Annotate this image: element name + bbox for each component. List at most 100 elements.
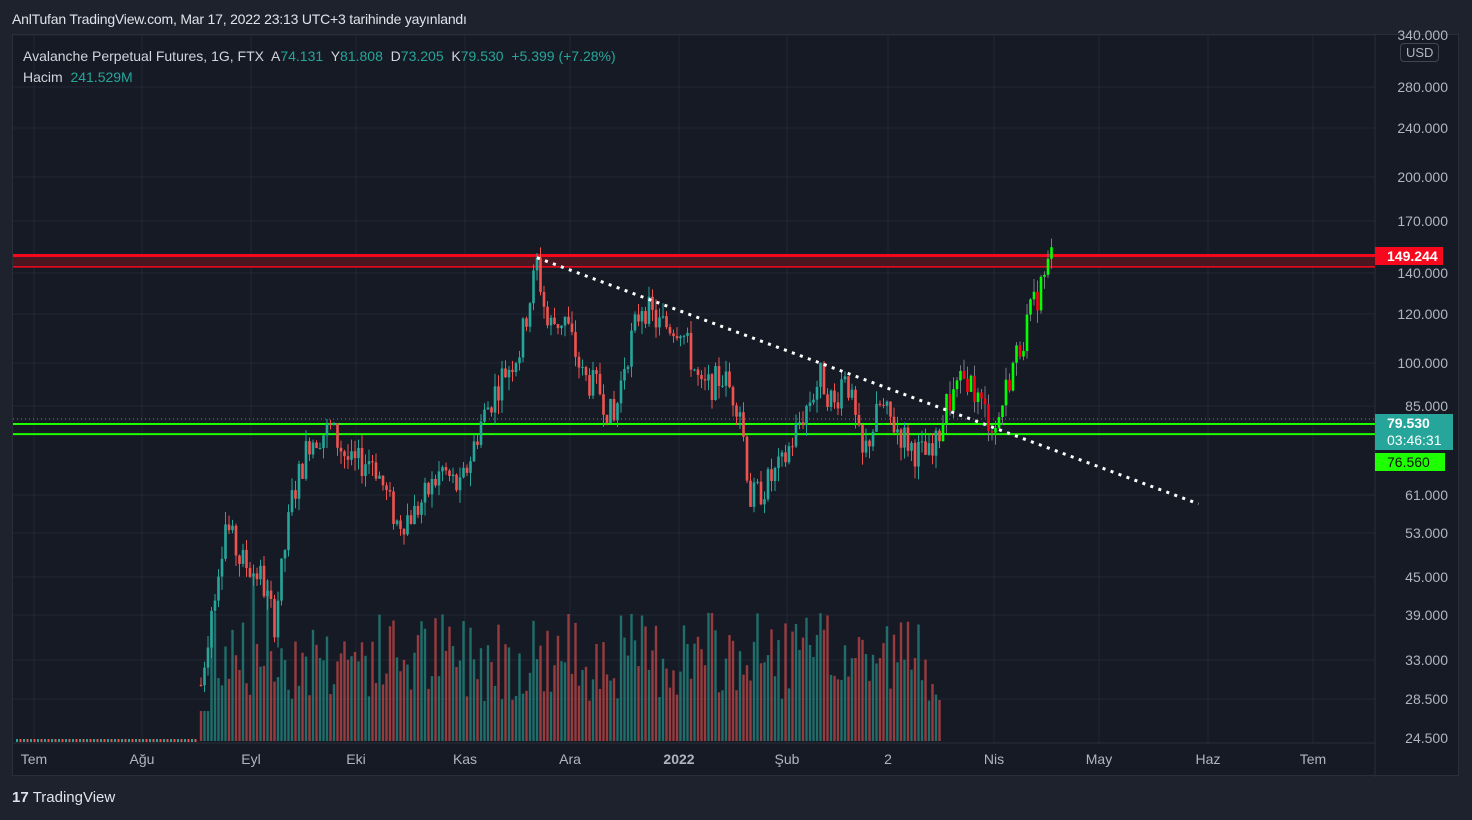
candle-body (738, 412, 742, 417)
volume-bar (896, 662, 899, 741)
candle-body (553, 317, 556, 324)
candle-body (343, 451, 346, 457)
candle-body (878, 403, 882, 405)
volume-bar (68, 739, 71, 742)
last-price-tag: 79.530 03:46:31 (1375, 414, 1453, 450)
candle-body (1046, 258, 1050, 275)
candle-body (630, 330, 633, 367)
candle-body (469, 461, 472, 473)
candle-body (213, 600, 217, 611)
volume-bar (791, 631, 794, 741)
candle-body (1001, 405, 1004, 418)
volume-bar (738, 651, 742, 741)
candle-body (798, 422, 801, 424)
volume-bar (766, 655, 770, 741)
volume-bar (623, 637, 626, 741)
volume-bar (266, 580, 269, 741)
volume-bar (72, 739, 74, 742)
candle-body (822, 362, 826, 395)
candle-body (385, 485, 388, 490)
volume-bar (682, 625, 686, 741)
candle-body (231, 525, 234, 531)
candle-body (595, 370, 598, 374)
candle-body (591, 370, 595, 396)
volume-bar (938, 699, 941, 741)
candle-body (602, 394, 605, 415)
volume-bar (910, 669, 913, 741)
tradingview-logo[interactable]: 17 TradingView (12, 789, 115, 806)
volume-bar (297, 685, 301, 741)
candle-body (861, 425, 864, 453)
candle-body (409, 515, 413, 525)
volume-bar (819, 613, 822, 741)
candle-body (287, 512, 290, 551)
high-label: Y (330, 48, 341, 64)
volume-bar (392, 620, 395, 741)
candle-body (717, 366, 721, 386)
time-label: Haz (1195, 751, 1221, 767)
volume-bar (75, 739, 78, 742)
volume-bar (357, 661, 360, 741)
candle-body (423, 482, 427, 503)
volume-bar (840, 679, 843, 741)
volume-bar (773, 676, 777, 741)
price-tick: 200.000 (1397, 169, 1448, 185)
price-tick: 85.000 (1405, 398, 1448, 414)
volume-bar (584, 666, 588, 741)
candle-body (749, 480, 752, 507)
chart-pane[interactable]: Avalanche Perpetual Futures, 1G, FTX A74… (12, 27, 1460, 777)
candle-body (780, 452, 784, 457)
volume-bar (89, 739, 92, 742)
volume-bar (353, 651, 357, 741)
currency-button[interactable]: USD (1400, 43, 1440, 62)
volume-bar (276, 676, 280, 741)
candle-body (770, 469, 773, 482)
candle-body (696, 369, 700, 375)
volume-bar (854, 657, 857, 741)
volume-bar (248, 694, 252, 741)
candle-body (504, 368, 507, 378)
volume-bar (138, 739, 141, 742)
volume-bar (315, 644, 318, 741)
volume-bar (763, 662, 766, 741)
candle-body (700, 374, 703, 380)
volume-bar (325, 636, 329, 741)
candle-body (1018, 345, 1022, 357)
candle-body (665, 316, 668, 328)
candle-body (1015, 345, 1018, 363)
volume-bar (801, 637, 805, 741)
candle-body (938, 430, 941, 442)
candle-body (367, 461, 371, 465)
volume-bar (213, 613, 217, 741)
candle-body (395, 520, 399, 524)
candle-body (248, 568, 252, 577)
volume-bar (588, 700, 591, 741)
volume-bar (423, 628, 427, 741)
price-tick: 39.000 (1405, 607, 1448, 623)
volume-bar (145, 739, 148, 742)
volume-bar (364, 655, 367, 741)
volume-bar (287, 689, 290, 741)
candle-body (910, 442, 913, 451)
candle-body (511, 369, 514, 372)
volume-bar (829, 674, 833, 741)
symbol-name[interactable]: Avalanche Perpetual Futures, 1G, FTX (23, 48, 264, 64)
candle-body (693, 369, 696, 371)
price-chart[interactable] (13, 35, 1460, 777)
volume-bar (826, 615, 829, 741)
candle-body (563, 316, 567, 326)
candle-body (710, 374, 714, 400)
candle-body (514, 363, 518, 372)
candle-body (633, 314, 637, 331)
volume-bar (759, 663, 763, 741)
volume-bar (100, 739, 102, 742)
candle-body (528, 303, 532, 327)
candle-body (241, 549, 245, 564)
candle-body (847, 376, 850, 398)
candle-body (791, 446, 794, 448)
price-tick: 24.500 (1405, 730, 1448, 746)
volume-bar (304, 656, 308, 741)
candle-body (217, 576, 220, 601)
candle-body (829, 390, 833, 407)
time-label: Eki (346, 751, 366, 767)
